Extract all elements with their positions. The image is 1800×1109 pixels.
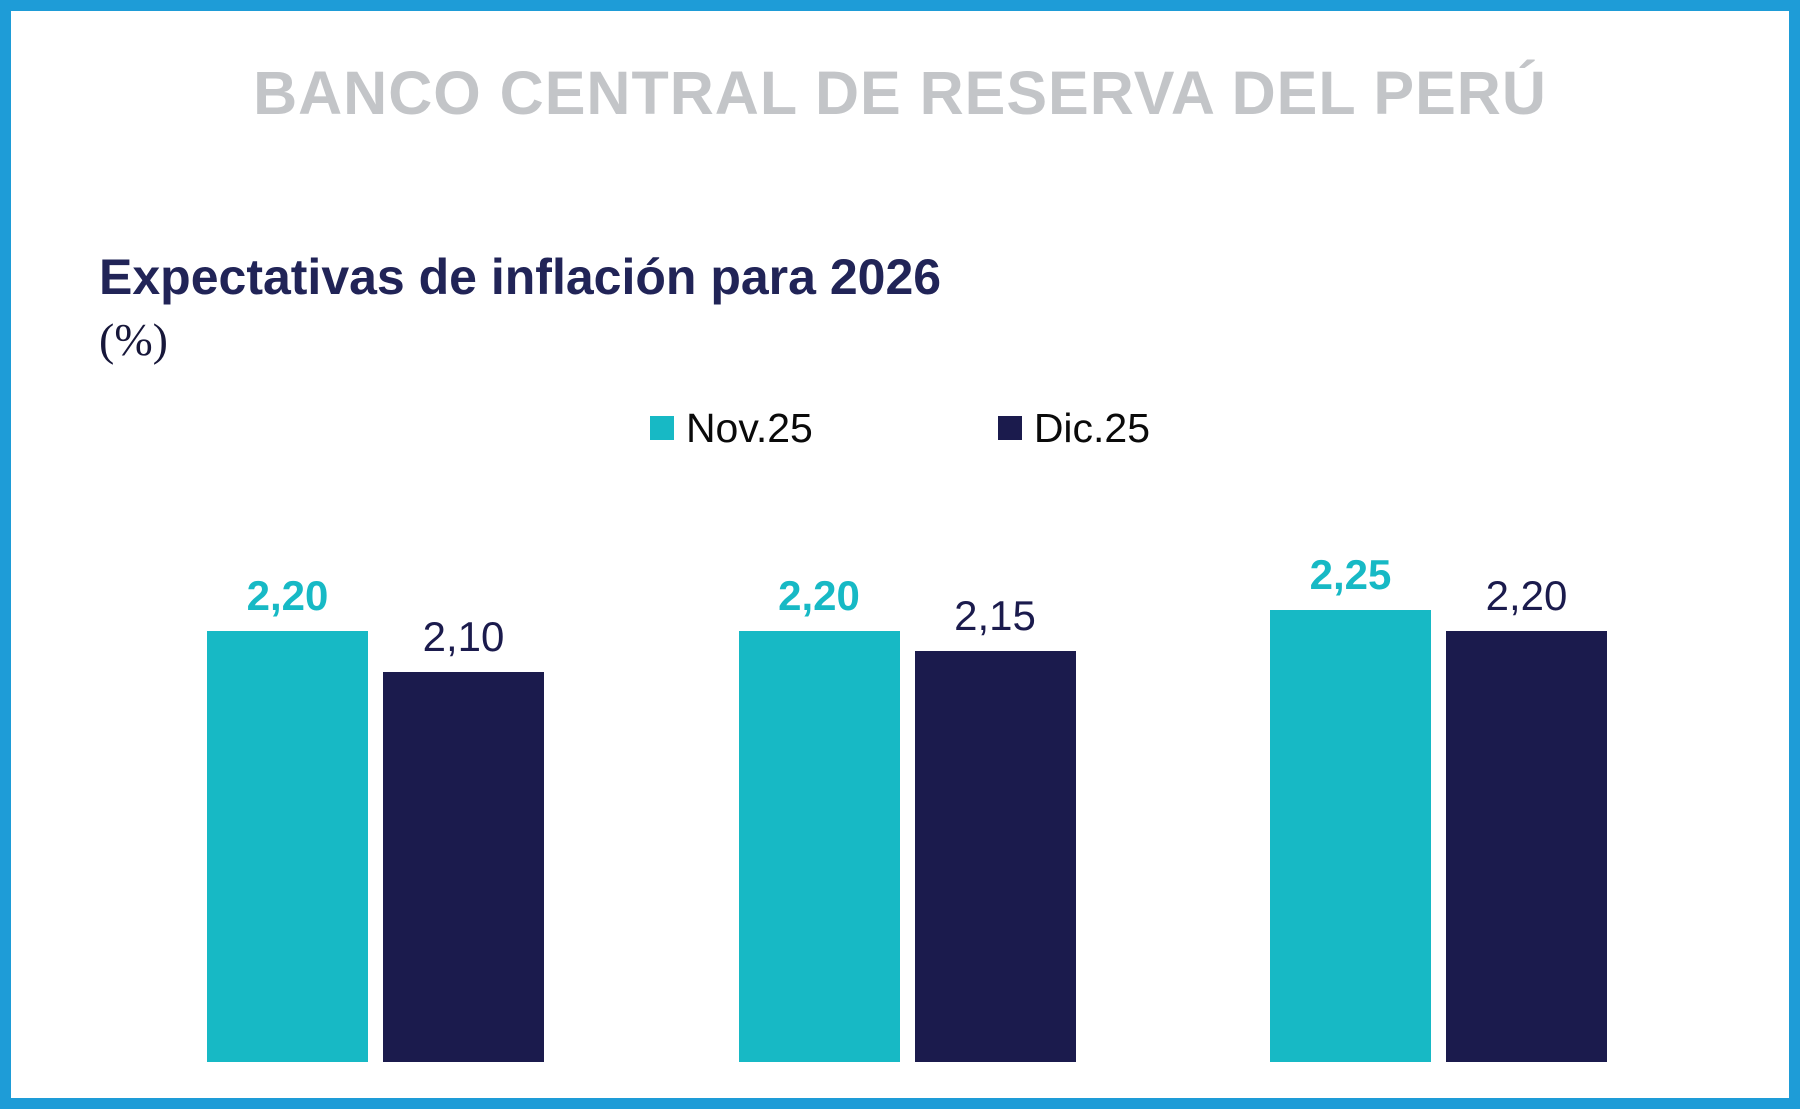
bar-value-label: 2,20 <box>1485 572 1568 619</box>
chart-area: 2,20 2,10 2,20 2,15 2,25 2,20 <box>11 459 1789 1098</box>
title-block: Expectativas de inflación para 2026 (%) <box>11 247 1789 369</box>
bar-value-label: 2,25 <box>1309 551 1392 598</box>
chart-legend: Nov.25 Dic.25 <box>11 403 1789 453</box>
bar-column: 2,20 <box>738 572 900 1062</box>
bar-value-label: 2,10 <box>422 613 505 660</box>
bar-value-label: 2,15 <box>954 592 1036 639</box>
legend-label: Dic.25 <box>1033 404 1151 451</box>
legend-item-dic-25: Dic.25 <box>997 404 1151 452</box>
bar-column: 2,20 <box>1446 573 1607 1062</box>
bar-column: 2,25 <box>1270 552 1431 1062</box>
bar-group: 2,20 2,15 <box>738 572 1076 1062</box>
bar-column: 2,20 <box>207 573 368 1062</box>
chart-title: Expectativas de inflación para 2026 <box>99 249 942 305</box>
bar <box>1446 631 1607 1062</box>
bar <box>738 631 900 1062</box>
legend-swatch-icon <box>997 416 1022 440</box>
legend-label: Nov.25 <box>685 404 813 451</box>
bank-header-title: BANCO CENTRAL DE RESERVA DEL PERÚ <box>253 59 1547 127</box>
bar <box>914 651 1076 1062</box>
bar <box>383 672 544 1062</box>
bar-group: 2,25 2,20 <box>1270 552 1607 1062</box>
chart-subtitle: (%) <box>99 314 168 365</box>
legend-item-nov-25: Nov.25 <box>649 404 813 452</box>
bar-column: 2,15 <box>914 592 1076 1062</box>
bar <box>1270 610 1431 1062</box>
bar-value-label: 2,20 <box>778 572 860 619</box>
bar <box>207 631 368 1062</box>
bar-group: 2,20 2,10 <box>207 573 544 1062</box>
bar-value-label: 2,20 <box>246 572 329 619</box>
legend-swatch-icon <box>649 416 674 440</box>
bar-column: 2,10 <box>383 614 544 1062</box>
